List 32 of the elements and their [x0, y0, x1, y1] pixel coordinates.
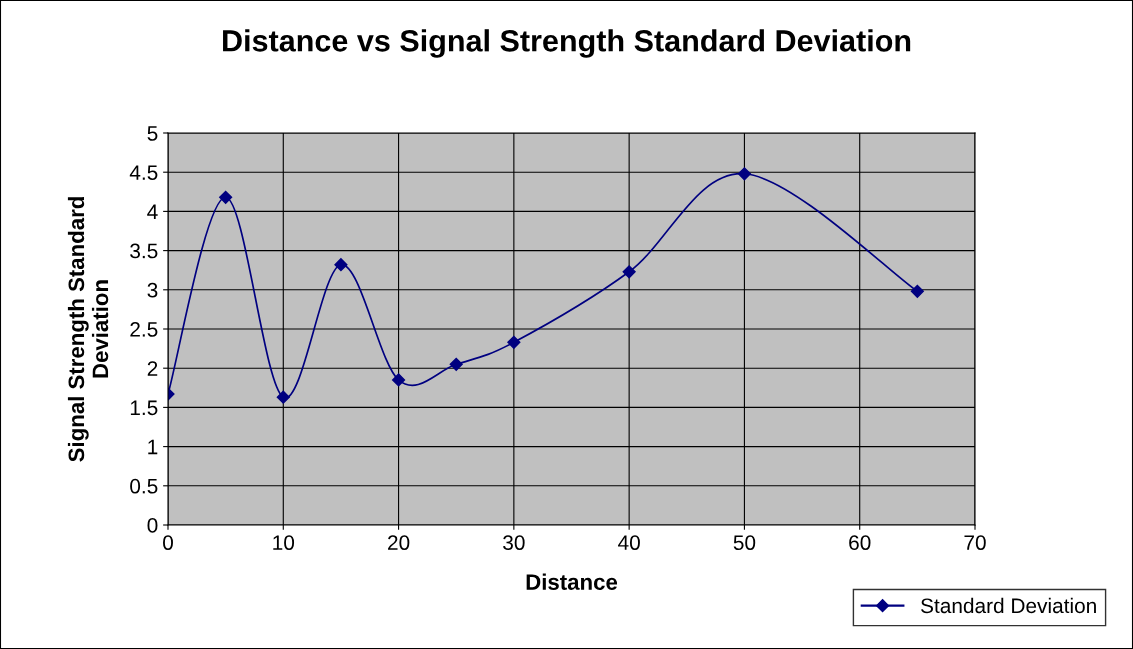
y-axis-title: Signal Strength Standard Deviation [67, 197, 109, 462]
y-tick-label: 4.5 [129, 165, 158, 180]
x-tick-label: 50 [733, 535, 756, 551]
y-tick-label: 1.5 [130, 400, 158, 416]
point [276, 390, 290, 404]
y-tick-label: 5 [147, 126, 158, 141]
y-tick-label: 0 [147, 518, 158, 533]
x-tick-label: 20 [388, 535, 410, 551]
y-tick-label: 2.5 [130, 322, 158, 337]
x-tick-label: 0 [163, 535, 173, 551]
point [507, 335, 521, 349]
point [219, 190, 233, 204]
point [449, 357, 463, 371]
legend-label: Standard Deviation [921, 597, 1096, 614]
x-tick-label: 10 [273, 535, 295, 551]
chart-title: Distance vs Signal Strength Standard Deviation [223, 29, 911, 58]
y-tick-label: 2 [147, 361, 158, 376]
y-tick-label: 0.5 [130, 478, 158, 494]
point [391, 373, 406, 387]
x-tick-label: 30 [503, 535, 525, 551]
point [737, 167, 752, 181]
point [622, 265, 636, 279]
point [910, 284, 924, 298]
y-tick-label: 3 [147, 282, 158, 298]
point [334, 258, 348, 272]
y-tick-label: 3.5 [130, 243, 158, 259]
x-axis-title: Distance [526, 573, 618, 590]
y-tick-label: 4 [147, 204, 158, 219]
x-tick-label: 60 [849, 535, 871, 551]
x-tick-label: 70 [964, 535, 986, 551]
y-tick-label: 1 [148, 439, 158, 455]
x-tick-label: 40 [618, 535, 640, 551]
